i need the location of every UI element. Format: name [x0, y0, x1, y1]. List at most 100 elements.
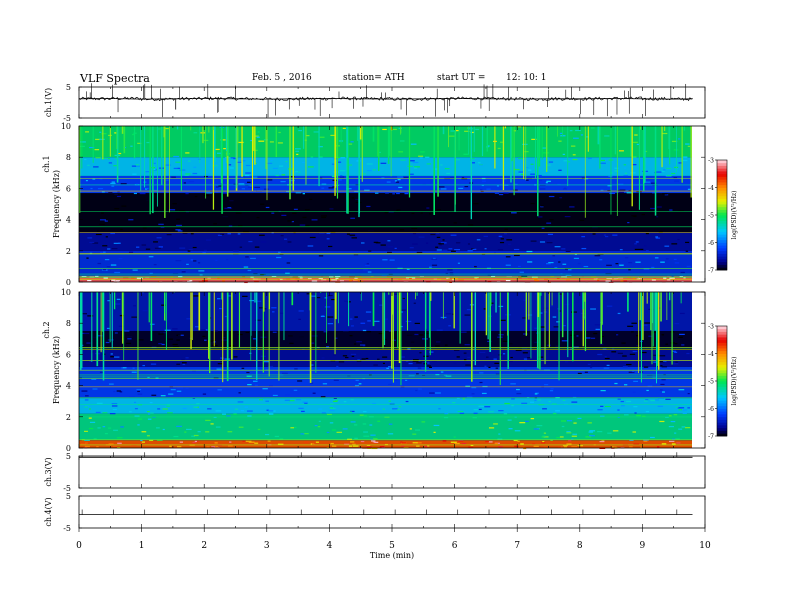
ch2-spectrogram-speckle [606, 305, 613, 307]
ch1-spectrogram-speckle [645, 232, 649, 235]
ch2-spectrogram-speckle [119, 315, 124, 317]
ch1-spectrogram-speckle [108, 162, 113, 164]
ch2-spectrogram-speckle [336, 431, 342, 433]
ch2-spectrogram-speckle [215, 426, 221, 428]
ch2-spectrogram-speckle [288, 335, 293, 337]
ch1-spectrogram-speckle [398, 151, 403, 153]
ch1-spectrogram-speckle [298, 171, 301, 173]
ch2-spectrogram-speckle [240, 410, 245, 412]
ch2-spectrogram-speckle [463, 352, 467, 354]
ch2-spectrogram-speckle [436, 329, 443, 331]
ch1-spectrogram-speckle [295, 150, 300, 152]
ch2-spectrogram-speckle [151, 394, 157, 396]
ch1-spectrogram-speckle [382, 128, 387, 131]
ch1-spectrogram-speckle [667, 279, 671, 281]
ch1-spectrogram-speckle [104, 259, 110, 261]
ch1-spectrogram-speckle [114, 271, 121, 274]
ch2-spectrogram-speckle [678, 389, 685, 391]
ch2-spectrogram-speckle [194, 440, 197, 443]
ch1-spectrogram-speckle [287, 241, 292, 243]
ch1-spectrogram-speckle [641, 213, 645, 216]
ch2-spectrogram-speckle [140, 439, 143, 442]
ch1-spectrogram-speckle [397, 176, 404, 178]
ch1-spectrogram-speckle [527, 261, 533, 263]
ch1-spectrogram-speckle [329, 208, 334, 210]
ch2-spectrogram-speckle [352, 443, 356, 445]
ch1-spectrogram-speckle [185, 211, 189, 213]
ch1-spectrogram-speckle [128, 251, 134, 253]
ch1-spectrogram-speckle [311, 219, 318, 221]
ch1-spectrogram-speckle [222, 280, 225, 282]
ch2-spectrogram-speckle [354, 316, 358, 318]
ch2-spectrogram-speckle [183, 338, 190, 341]
ch1-spectrogram-speckle [103, 277, 108, 279]
ch1-spectrogram-empty-region [692, 126, 705, 282]
ch1-spectrogram-speckle [201, 280, 208, 282]
ch1-spectrogram-speckle [548, 195, 555, 198]
ch2-spectrogram-speckle [372, 438, 378, 440]
ch1-spectrogram-speckle [318, 278, 323, 280]
ch2-spectrogram-speckle [118, 325, 125, 327]
ch2-spectrogram-speckle [534, 399, 537, 401]
ch1-spectrogram-speckle [340, 175, 343, 177]
ch1-spectrogram-colorbar-step [717, 198, 727, 202]
ch2-spectrogram-speckle [405, 360, 409, 362]
x-tick-label: 4 [327, 541, 333, 551]
ch1-spectrogram-speckle [309, 236, 316, 239]
ch2-spectrogram-speckle [641, 324, 648, 326]
ch2-spectrogram-speckle [686, 352, 690, 355]
ch1-spectrogram-speckle [440, 242, 447, 244]
ch1-spectrogram-speckle [407, 165, 414, 167]
ch1-spectrogram-speckle [409, 277, 416, 279]
ch1-spectrogram-speckle [449, 272, 454, 274]
start-ut-value: 12: 10: 1 [506, 73, 547, 83]
ch2-spectrogram-speckle [254, 442, 259, 444]
ch1-spectrogram-speckle [380, 162, 387, 164]
ch1-spectrogram-speckle [448, 135, 455, 137]
ch1-spectrogram-speckle [172, 273, 179, 275]
ch1-spectrogram-speckle [187, 250, 191, 252]
ch1-spectrogram-speckle [185, 152, 190, 154]
ch2-spectrogram-speckle [417, 367, 422, 369]
ch2-spectrogram-speckle [177, 334, 181, 336]
ch2-spectrogram-speckle [652, 331, 658, 333]
ch1-spectrogram-speckle [457, 262, 460, 264]
ch2-spectrogram-speckle [647, 385, 653, 387]
ch1-spectrogram-speckle [350, 217, 355, 219]
ch1-spectrogram-speckle [399, 140, 405, 142]
ch2-spectrogram-speckle [640, 351, 647, 354]
ch2-spectrogram-speckle [347, 375, 351, 377]
ch2-spectrogram-speckle [379, 446, 385, 448]
ch2-spectrogram-speckle [137, 404, 143, 406]
ch2-spectrogram-speckle [617, 312, 621, 315]
ch2-spectrogram-ytick-label: 4 [66, 382, 71, 391]
ch2-spectrogram-speckle [468, 446, 474, 448]
ch2-spectrogram-speckle [590, 337, 596, 339]
ch2-spectrogram-speckle [626, 400, 632, 403]
ch1-spectrogram-speckle [337, 161, 342, 163]
ch2-spectrogram-speckle [193, 295, 199, 297]
ch1-spectrogram-speckle [487, 145, 490, 147]
ch2-spectrogram-speckle [343, 401, 347, 403]
ch1-spectrogram-speckle [617, 183, 624, 185]
ch2-spectrogram-speckle [95, 411, 101, 414]
ch1-spectrogram-speckle [145, 187, 149, 190]
ch1-spectrogram-speckle [572, 154, 576, 156]
ch2-spectrogram-speckle [562, 399, 566, 402]
ch2-spectrogram-speckle [83, 332, 90, 335]
ch1-spectrogram-speckle [158, 246, 163, 248]
ch2-spectrogram-speckle [611, 351, 617, 353]
ch1-spectrogram-speckle [128, 219, 134, 221]
ch2-spectrogram-colorbar-step [717, 370, 727, 374]
ch1-spectrogram-speckle [320, 215, 327, 217]
ch2-spectrogram-speckle [640, 446, 643, 448]
ch1-spectrogram-speckle [558, 261, 561, 263]
ch1-spectrogram-speckle [473, 203, 479, 205]
ch2-spectrogram-speckle [394, 293, 400, 295]
ch2-spectrogram-speckle [478, 408, 482, 411]
ch1-spectrogram-speckle [87, 164, 90, 166]
ch2-spectrogram-speckle [162, 408, 168, 410]
ch1-spectrogram-speckle [114, 208, 120, 210]
ch2-spectrogram-speckle [627, 325, 634, 327]
ch4-waveform-ytick-label: 5 [66, 492, 71, 501]
